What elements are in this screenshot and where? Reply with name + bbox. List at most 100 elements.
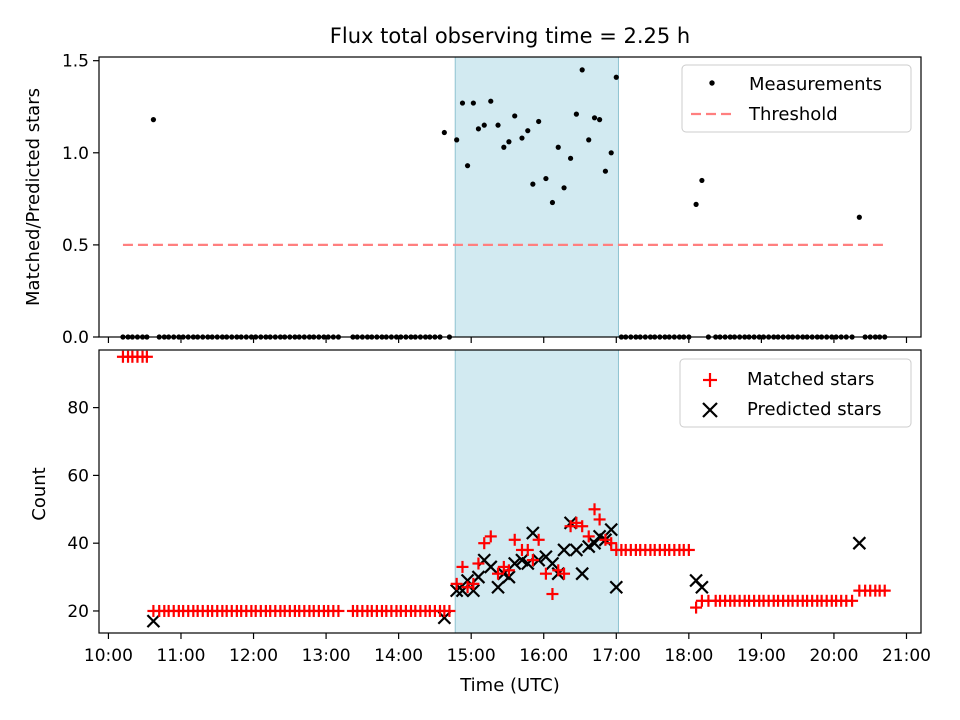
- legend-predicted-label: Predicted stars: [747, 399, 881, 420]
- ratio-x-ticks: [107, 337, 908, 343]
- y-tick-label: 0.5: [62, 236, 89, 256]
- predicted-marker: [483, 560, 498, 574]
- measurement-point: [506, 139, 512, 145]
- x-tick-label: 11:00: [156, 646, 205, 666]
- x-tick-label: 12:00: [229, 646, 278, 666]
- matched-marker: [546, 588, 559, 601]
- matched-marker: [502, 564, 515, 577]
- x-tick-label: 14:00: [374, 646, 423, 666]
- x-tick-label: 18:00: [664, 646, 713, 666]
- measurement-point: [561, 185, 567, 191]
- legend-predicted-marker: [702, 402, 718, 418]
- matched-marker: [588, 503, 601, 516]
- matched-marker: [450, 577, 463, 590]
- measurement-point: [597, 117, 603, 123]
- counts-highlight-span: [454, 349, 619, 634]
- predicted-marker: [502, 570, 516, 584]
- legend-matched-label: Matched stars: [747, 369, 874, 390]
- legend-threshold-label: Threshold: [748, 104, 838, 125]
- ratio-legend: Measurements Threshold: [681, 64, 912, 133]
- predicted-marker: [609, 580, 624, 595]
- matched-marker: [593, 513, 606, 526]
- measurement-point: [602, 168, 609, 174]
- matched-marker: [484, 530, 497, 543]
- measurement-point: [464, 163, 471, 169]
- y-tick-label: 40: [67, 534, 89, 554]
- measurement-point: [555, 144, 561, 150]
- x-axis-label: Time (UTC): [459, 675, 560, 696]
- x-tick-label: 16:00: [519, 646, 568, 666]
- y-tick-label: 20: [67, 602, 89, 622]
- x-tick-label: 10:00: [84, 646, 133, 666]
- measurement-point: [441, 129, 447, 136]
- matched-marker: [492, 567, 505, 580]
- matched-marker: [532, 533, 545, 546]
- measurement-point: [699, 177, 705, 184]
- predicted-marker: [557, 543, 571, 557]
- matched-marker: [605, 537, 618, 550]
- matched-marker: [682, 543, 695, 556]
- matched-marker: [456, 560, 469, 573]
- measurement-point: [525, 128, 531, 134]
- measurement-point: [573, 111, 579, 117]
- predicted-marker: [587, 536, 602, 550]
- x-tick-label: 19:00: [737, 646, 786, 666]
- matched-marker: [846, 594, 859, 607]
- measurement-point: [470, 100, 476, 106]
- measurement-point: [481, 122, 487, 128]
- measurement-point: [579, 67, 585, 73]
- x-tick-label: 21:00: [882, 646, 931, 666]
- measurement-point: [608, 150, 614, 156]
- measurement-point: [495, 122, 501, 128]
- chart-title: Flux total observing time = 2.25 h: [330, 24, 690, 48]
- predicted-marker: [146, 614, 161, 628]
- measurement-point: [530, 181, 536, 187]
- ratio-legend-box: [681, 64, 912, 133]
- measurement-point: [586, 137, 592, 143]
- ratio-y-axis-label: Matched/Predicted stars: [23, 88, 44, 306]
- ratio-y-ticks: 0.0 0.5 1.0 1.5: [62, 52, 99, 348]
- y-tick-label: 1.5: [62, 52, 89, 72]
- matched-marker: [690, 601, 703, 614]
- matched-marker: [558, 567, 571, 580]
- matched-marker: [472, 557, 485, 570]
- matched-markers: [116, 350, 891, 617]
- matched-marker: [467, 577, 480, 590]
- y-tick-label: 1.0: [62, 144, 89, 164]
- measurement-point: [150, 117, 157, 123]
- measurement-point: [459, 100, 466, 106]
- matched-marker: [508, 533, 521, 546]
- predicted-marker: [852, 536, 867, 550]
- counts-y-ticks: 20 40 60 80: [67, 399, 99, 622]
- matched-marker: [526, 554, 539, 567]
- matched-marker: [332, 604, 345, 617]
- y-tick-label: 80: [67, 399, 89, 419]
- x-tick-label: 13:00: [302, 646, 351, 666]
- x-tick-label: 20:00: [809, 646, 858, 666]
- legend-measurements-label: Measurements: [749, 74, 882, 95]
- x-tick-label: 15:00: [447, 646, 496, 666]
- measurement-point: [536, 118, 542, 125]
- matched-marker: [521, 543, 534, 556]
- counts-x-ticks: 10:00 11:00 12:00 13:00 14:00 15:00 16:00 17:00…: [84, 633, 931, 666]
- matched-marker: [478, 537, 491, 550]
- measurement-point: [519, 135, 525, 141]
- predicted-marker: [569, 543, 584, 557]
- measurement-point: [591, 115, 598, 121]
- predicted-marker: [575, 566, 589, 581]
- matched-marker: [878, 584, 891, 597]
- measurement-point: [543, 175, 549, 182]
- counts-legend-box: [679, 358, 912, 428]
- measurement-point: [454, 137, 460, 143]
- ratio-plot-frame: [98, 56, 922, 338]
- predicted-marker: [449, 583, 464, 598]
- measurement-point: [501, 144, 507, 150]
- measurement-point: [475, 126, 482, 132]
- ratio-panel: 0.0 0.5 1.0 1.5 Matched/Predicted stars Mea…: [23, 52, 922, 348]
- measurement-point: [613, 74, 619, 80]
- ratio-highlight-span: [454, 56, 619, 338]
- predicted-marker: [507, 556, 522, 571]
- predicted-marker: [695, 580, 709, 595]
